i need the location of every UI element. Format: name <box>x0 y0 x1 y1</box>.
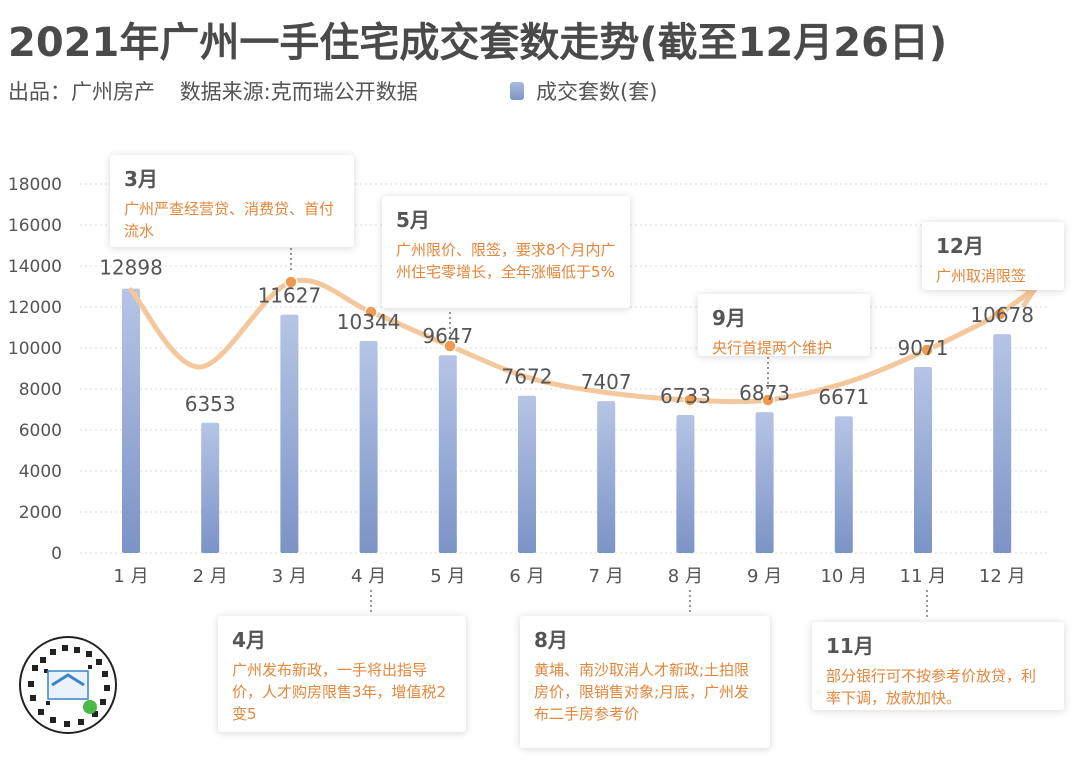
x-tick-label: 8 月 <box>668 566 703 587</box>
data-source: 数据来源:克而瑞公开数据 <box>179 80 418 104</box>
annotation-text: 广州严查经营贷、消费贷、首付流水 <box>124 200 335 240</box>
trend-dot <box>683 393 697 407</box>
x-tick-label: 12 月 <box>979 566 1026 587</box>
bar-value-label: 6671 <box>818 385 869 409</box>
bar <box>122 288 140 553</box>
annotation-month: 8月 <box>534 628 568 652</box>
y-tick-label: 4000 <box>19 462 62 482</box>
x-tick-label: 9 月 <box>747 566 782 587</box>
trend-dot <box>284 275 298 289</box>
bar-value-label: 6733 <box>660 384 711 408</box>
qr-code-icon <box>19 636 117 734</box>
x-tick-label: 4 月 <box>351 566 386 587</box>
subtitle: 出品：广州房产 数据来源:克而瑞公开数据 <box>8 76 436 106</box>
bar <box>438 355 457 553</box>
chart-title: 2021年广州一手住宅成交套数走势(截至12月26日) <box>8 20 948 66</box>
x-tick-label: 3 月 <box>272 566 307 587</box>
trend-dot <box>920 343 934 357</box>
annotation-text: 黄埔、南沙取消人才新政;土拍限房价，限销售对象;月底，广州发布二手房参考价 <box>534 661 750 723</box>
y-tick-label: 14000 <box>8 257 62 277</box>
annotation-month: 4月 <box>232 628 266 652</box>
legend: 成交套数(套) <box>510 76 657 106</box>
annotation-text: 部分银行可不按参考价放贷，利率下调，放款加快。 <box>826 667 1037 707</box>
y-tick-label: 0 <box>51 544 62 564</box>
bar <box>518 395 536 553</box>
legend-swatch <box>510 82 524 100</box>
annotation-month: 5月 <box>396 208 430 232</box>
y-tick-label: 2000 <box>19 503 62 523</box>
annotation-card-aug: 8月 黄埔、南沙取消人才新政;土拍限房价，限销售对象;月底，广州发布二手房参考价 <box>520 616 770 748</box>
bar <box>597 401 616 553</box>
annotation-month: 11月 <box>826 634 874 658</box>
bar-value-label: 12898 <box>99 256 163 280</box>
trend-dot <box>364 305 378 319</box>
bar <box>834 416 853 553</box>
annotation-card-apr: 4月 广州发布新政，一手将出指导价，人才购房限售3年，增值税2变5 <box>218 616 466 732</box>
y-tick-label: 16000 <box>8 216 62 236</box>
x-tick-label: 7 月 <box>589 566 624 587</box>
annotation-text: 广州取消限签 <box>936 267 1027 285</box>
bar <box>755 412 774 553</box>
annotation-card-nov: 11月 部分银行可不按参考价放贷，利率下调，放款加快。 <box>812 622 1064 710</box>
x-tick-label: 6 月 <box>509 566 544 587</box>
x-tick-label: 2 月 <box>193 566 228 587</box>
trend-line <box>128 277 1033 405</box>
annotation-text: 广州发布新政，一手将出指导价，人才购房限售3年，增值税2变5 <box>232 661 447 723</box>
bar <box>993 334 1012 553</box>
y-tick-label: 10000 <box>8 339 62 359</box>
y-tick-label: 18000 <box>8 175 62 195</box>
annotation-month: 9月 <box>712 306 746 330</box>
trend-dot <box>993 307 1007 321</box>
x-tick-label: 5 月 <box>430 566 465 587</box>
annotation-text: 广州限价、限签，要求8个月内广州住宅零增长，全年涨幅低于5% <box>396 241 616 281</box>
bar-value-label: 6873 <box>739 381 790 405</box>
bar-value-label: 10678 <box>970 303 1034 327</box>
annotation-month: 12月 <box>936 234 984 258</box>
x-tick-label: 1 月 <box>113 566 148 587</box>
y-tick-label: 8000 <box>19 380 62 400</box>
bar-value-label: 7407 <box>581 370 632 394</box>
bar-value-label: 9071 <box>898 336 949 360</box>
x-tick-label: 10 月 <box>820 566 867 587</box>
bar-value-label: 9647 <box>422 324 473 348</box>
bar-value-label: 11627 <box>258 284 322 308</box>
bar-value-label: 7672 <box>502 365 553 389</box>
trend-dot <box>443 339 457 353</box>
bar <box>676 414 695 553</box>
legend-label: 成交套数(套) <box>536 80 658 104</box>
annotation-card-dec: 12月 广州取消限签 <box>922 222 1064 290</box>
bar <box>914 367 932 553</box>
publisher: 出品：广州房产 <box>8 80 155 104</box>
annotation-month: 3月 <box>124 167 158 191</box>
annotation-text: 央行首提两个维护 <box>712 339 833 357</box>
annotation-card-sep: 9月 央行首提两个维护 <box>698 294 870 357</box>
bar <box>359 340 378 553</box>
annotation-card-mar: 3月 广州严查经营贷、消费贷、首付流水 <box>110 155 354 247</box>
annotation-card-may: 5月 广州限价、限签，要求8个月内广州住宅零增长，全年涨幅低于5% <box>382 196 630 308</box>
y-tick-label: 6000 <box>19 421 62 441</box>
bar <box>280 314 299 553</box>
trend-dot <box>761 393 775 407</box>
bar-value-label: 6353 <box>185 392 236 416</box>
bar-value-label: 10344 <box>337 310 401 334</box>
x-tick-label: 11 月 <box>900 566 947 587</box>
bar <box>201 422 220 553</box>
y-tick-label: 12000 <box>8 298 62 318</box>
